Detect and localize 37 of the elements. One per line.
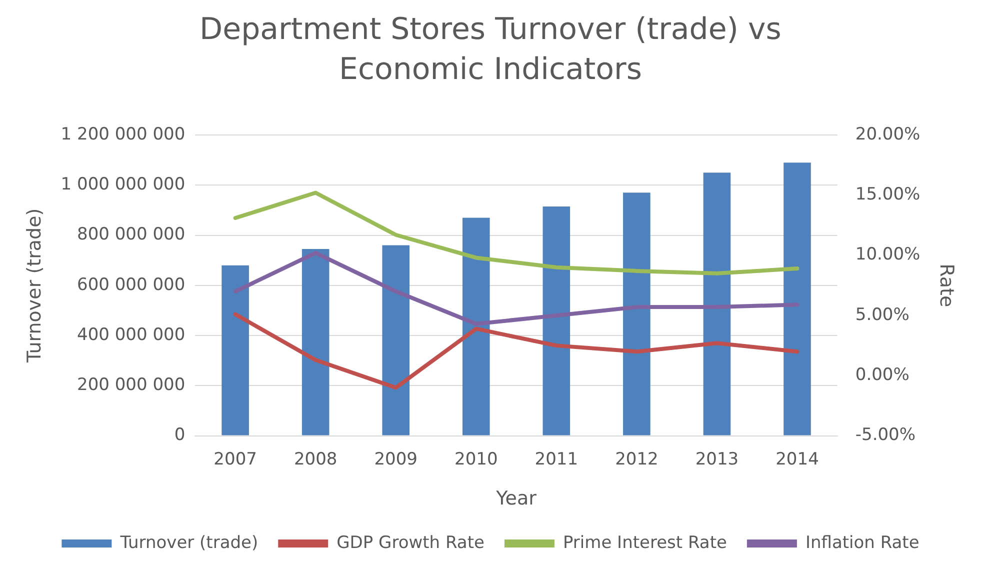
x-tick-label: 2010 [454, 449, 498, 470]
chart-title: Department Stores Turnover (trade) vs Economic Indicators [198, 11, 782, 89]
y2-tick-label: 0.00% [855, 365, 910, 386]
x-tick-label: 2009 [374, 449, 418, 470]
legend-label: Turnover (trade) [119, 532, 258, 553]
y2-tick-label: 10.00% [855, 244, 920, 265]
bar [784, 162, 811, 436]
y-axis-title: Turnover (trade) [23, 208, 46, 364]
y2-tick-label: 20.00% [855, 124, 920, 144]
x-tick-label: 2013 [695, 449, 739, 470]
y-tick-label: 600 000 000 [77, 274, 186, 295]
y2-tick-label: -5.00% [855, 425, 916, 446]
y2-tick-label: 15.00% [855, 184, 920, 205]
y-tick-label: 0 [174, 425, 186, 446]
y2-tick-label: 5.00% [855, 304, 910, 325]
legend-label: GDP Growth Rate [336, 532, 484, 553]
x-tick-label: 2014 [776, 449, 819, 470]
bar [542, 206, 570, 436]
x-tick-label: 2011 [534, 449, 578, 470]
x-tick-label: 2008 [294, 449, 338, 470]
x-tick-label: 2012 [615, 449, 658, 470]
y-tick-label: 1 200 000 000 [60, 124, 186, 144]
bar [382, 245, 410, 436]
y2-axis-title: Rate [936, 264, 958, 308]
y-tick-label: 800 000 000 [77, 224, 186, 245]
y-tick-label: 400 000 000 [77, 324, 186, 345]
legend-label: Prime Interest Rate [562, 532, 727, 553]
y-tick-label: 200 000 000 [77, 375, 186, 396]
bar [623, 192, 650, 436]
bar [302, 249, 330, 436]
bar [222, 265, 249, 436]
x-axis-title: Year [495, 488, 537, 510]
legend-label: Inflation Rate [805, 532, 920, 553]
x-tick-label: 2007 [214, 449, 257, 470]
bar [462, 218, 490, 436]
y-tick-label: 1 000 000 000 [60, 174, 186, 195]
bar [703, 172, 731, 436]
